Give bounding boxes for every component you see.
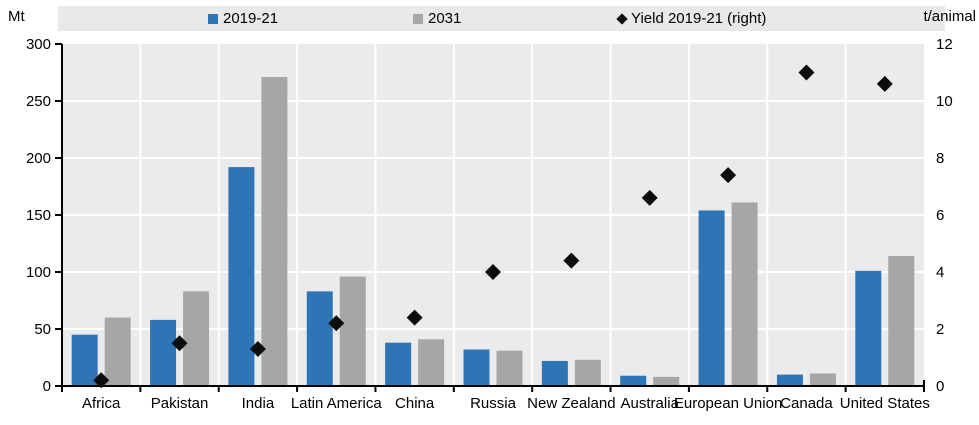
chart-legend: 2019-21 2031 Yield 2019-21 (right) bbox=[58, 6, 945, 31]
legend-label: 2019-21 bbox=[223, 10, 279, 27]
right-axis-tick-label: 2 bbox=[936, 321, 944, 338]
category-label-australia: Australia bbox=[621, 395, 680, 412]
bar-2031-latin-america bbox=[339, 276, 366, 386]
legend-item-2019-21: 2019-21 bbox=[208, 6, 278, 31]
right-axis-tick-label: 6 bbox=[936, 207, 944, 224]
bar-2019-21-africa bbox=[71, 334, 98, 386]
right-axis-tick-label: 12 bbox=[936, 36, 953, 53]
left-axis-tick-label: 150 bbox=[26, 207, 51, 224]
bar-2019-21-european-union bbox=[698, 210, 725, 386]
category-label-united-states: United States bbox=[840, 395, 930, 412]
yield-diamond-canada bbox=[798, 64, 815, 81]
bar-2031-australia bbox=[653, 376, 680, 386]
bar-2031-india bbox=[261, 77, 288, 386]
bar-2031-canada bbox=[809, 373, 836, 386]
bar-2031-africa bbox=[104, 317, 131, 386]
bar-2019-21-united-states bbox=[855, 270, 882, 386]
right-axis-unit-label: t/animal bbox=[923, 8, 976, 25]
right-axis-tick-label: 4 bbox=[936, 264, 944, 281]
yield-diamond-africa bbox=[93, 372, 110, 389]
legend-item-2031: 2031 bbox=[413, 6, 461, 31]
right-axis-tick-label: 0 bbox=[936, 378, 944, 395]
category-label-european-union: European Union bbox=[674, 395, 782, 412]
right-axis-tick-label: 8 bbox=[936, 150, 944, 167]
yield-diamond-australia bbox=[641, 189, 658, 206]
bar-2019-21-russia bbox=[463, 349, 490, 386]
bar-2019-21-china bbox=[385, 342, 412, 386]
left-axis-tick-label: 0 bbox=[43, 378, 51, 395]
category-label-latin-america: Latin America bbox=[291, 395, 383, 412]
bar-2031-new-zealand bbox=[574, 359, 601, 386]
yield-diamond-china bbox=[406, 309, 423, 326]
category-label-pakistan: Pakistan bbox=[151, 395, 209, 412]
left-axis-tick-label: 100 bbox=[26, 264, 51, 281]
bar-2031-pakistan bbox=[183, 291, 210, 386]
left-axis-tick-label: 200 bbox=[26, 150, 51, 167]
legend-item-yield-2019-21-right-: Yield 2019-21 (right) bbox=[616, 6, 767, 31]
bar-2019-21-latin-america bbox=[306, 291, 333, 386]
bar-2031-china bbox=[418, 339, 445, 386]
yield-diamond-european-union bbox=[720, 167, 737, 184]
category-label-china: China bbox=[395, 395, 435, 412]
left-axis-tick-label: 250 bbox=[26, 93, 51, 110]
legend-label: 2031 bbox=[428, 10, 462, 27]
yield-diamond-new-zealand bbox=[563, 252, 580, 269]
right-axis-tick-label: 10 bbox=[936, 93, 953, 110]
bar-2031-russia bbox=[496, 350, 523, 386]
legend-square-marker bbox=[413, 13, 423, 24]
bar-2019-21-pakistan bbox=[150, 319, 177, 386]
bar-2031-european-union bbox=[731, 202, 758, 386]
yield-diamond-pakistan bbox=[171, 335, 188, 352]
bar-2019-21-new-zealand bbox=[541, 360, 568, 386]
yield-diamond-united-states bbox=[876, 75, 893, 92]
bar-2019-21-australia bbox=[620, 375, 647, 386]
yield-diamond-latin-america bbox=[328, 315, 345, 332]
category-label-africa: Africa bbox=[82, 395, 121, 412]
category-label-india: India bbox=[242, 395, 275, 412]
legend-square-marker bbox=[208, 13, 218, 24]
yield-diamond-russia bbox=[485, 264, 501, 280]
category-label-new-zealand: New Zealand bbox=[527, 395, 615, 412]
legend-label: Yield 2019-21 (right) bbox=[631, 10, 767, 27]
bar-2019-21-canada bbox=[776, 374, 803, 386]
category-label-canada: Canada bbox=[780, 395, 833, 412]
left-axis-tick-label: 50 bbox=[34, 321, 51, 338]
bar-2031-united-states bbox=[888, 256, 915, 386]
bar-2019-21-india bbox=[228, 167, 255, 386]
left-axis-tick-label: 300 bbox=[26, 36, 51, 53]
category-label-russia: Russia bbox=[470, 395, 517, 412]
left-axis-unit-label: Mt bbox=[8, 8, 25, 25]
yield-diamond-india bbox=[249, 340, 266, 357]
